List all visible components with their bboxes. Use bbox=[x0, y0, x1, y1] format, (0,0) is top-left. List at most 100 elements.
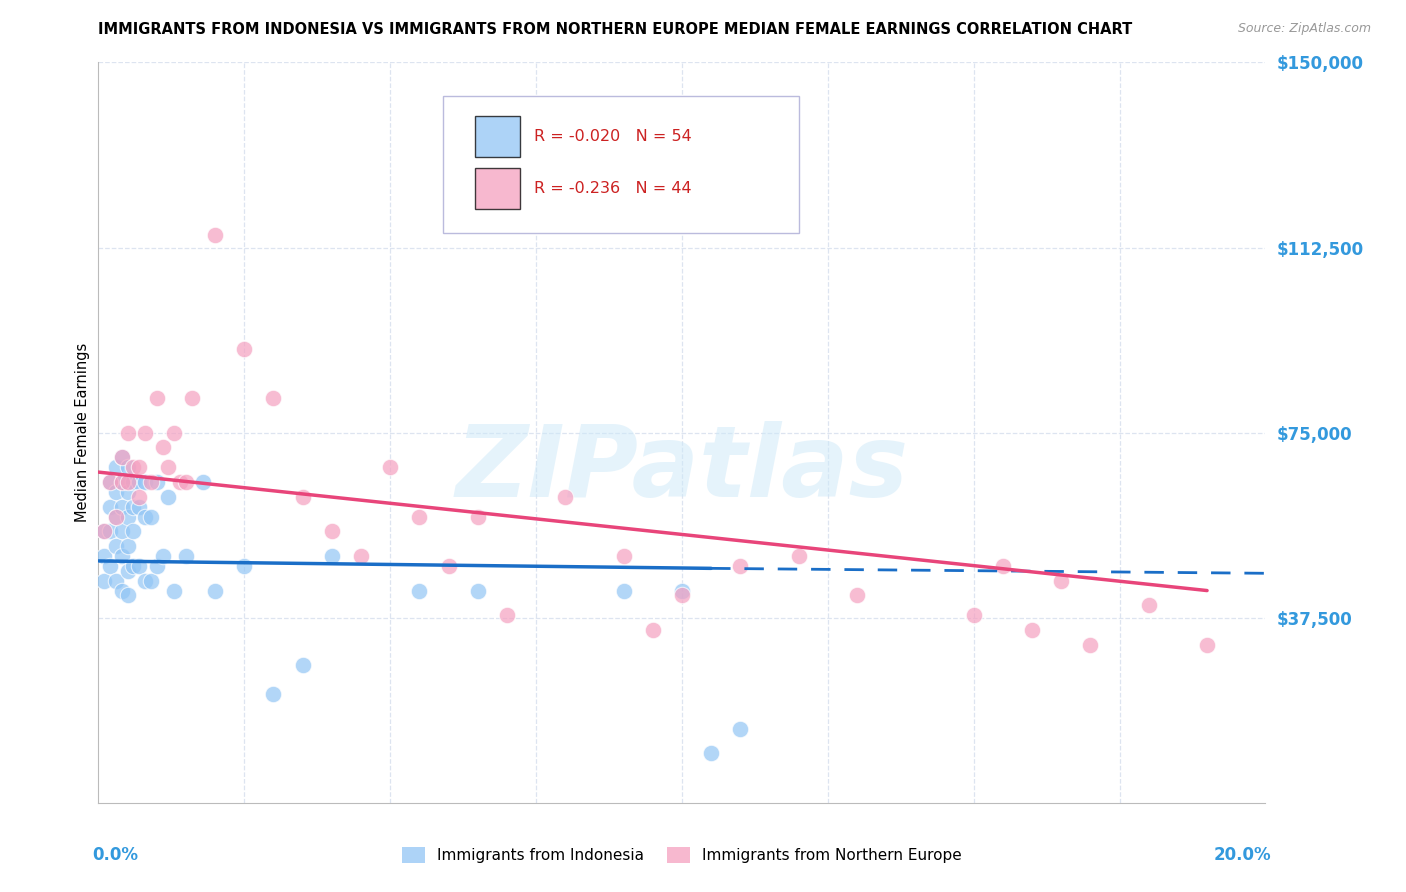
Point bbox=[408, 509, 430, 524]
Point bbox=[128, 558, 150, 573]
Point bbox=[163, 425, 186, 440]
Point bbox=[700, 747, 723, 761]
Point bbox=[262, 391, 284, 405]
Point bbox=[122, 475, 145, 489]
Point bbox=[146, 558, 169, 573]
Point bbox=[846, 589, 869, 603]
Legend: Immigrants from Indonesia, Immigrants from Northern Europe: Immigrants from Indonesia, Immigrants fr… bbox=[396, 841, 967, 869]
Point bbox=[262, 687, 284, 701]
Point bbox=[117, 475, 139, 489]
Point bbox=[93, 524, 115, 539]
Point bbox=[128, 490, 150, 504]
Point bbox=[139, 574, 162, 588]
Point bbox=[111, 549, 134, 563]
Point bbox=[98, 500, 121, 514]
Point bbox=[180, 391, 202, 405]
Point bbox=[152, 441, 174, 455]
Point bbox=[111, 475, 134, 489]
Point bbox=[104, 460, 127, 475]
Point bbox=[730, 722, 752, 736]
Point bbox=[104, 509, 127, 524]
Point bbox=[204, 228, 226, 243]
Point bbox=[612, 583, 634, 598]
Point bbox=[1050, 574, 1073, 588]
Point bbox=[104, 539, 127, 553]
Point bbox=[122, 558, 145, 573]
Point bbox=[730, 558, 752, 573]
Point bbox=[111, 450, 134, 465]
Point bbox=[134, 574, 156, 588]
Point bbox=[152, 549, 174, 563]
Point bbox=[98, 524, 121, 539]
Point bbox=[98, 475, 121, 489]
Point bbox=[641, 623, 664, 637]
Point bbox=[93, 524, 115, 539]
Point bbox=[962, 608, 984, 623]
Point bbox=[117, 484, 139, 499]
Point bbox=[671, 589, 693, 603]
Point bbox=[128, 460, 150, 475]
Point bbox=[111, 583, 134, 598]
Point bbox=[991, 558, 1014, 573]
Point bbox=[134, 475, 156, 489]
Point bbox=[146, 391, 169, 405]
Text: Source: ZipAtlas.com: Source: ZipAtlas.com bbox=[1237, 22, 1371, 36]
Point bbox=[111, 450, 134, 465]
Point bbox=[496, 608, 519, 623]
Point bbox=[233, 342, 256, 356]
Point bbox=[104, 574, 127, 588]
Point bbox=[134, 509, 156, 524]
Text: R = -0.020   N = 54: R = -0.020 N = 54 bbox=[534, 129, 692, 144]
Point bbox=[93, 549, 115, 563]
FancyBboxPatch shape bbox=[443, 95, 799, 233]
Point bbox=[163, 583, 186, 598]
Point bbox=[93, 574, 115, 588]
Point bbox=[467, 509, 489, 524]
Text: 0.0%: 0.0% bbox=[93, 846, 139, 863]
Point bbox=[291, 657, 314, 672]
Text: 20.0%: 20.0% bbox=[1213, 846, 1271, 863]
Point bbox=[671, 583, 693, 598]
Point bbox=[350, 549, 373, 563]
Point bbox=[128, 500, 150, 514]
Point bbox=[122, 500, 145, 514]
Point bbox=[321, 549, 343, 563]
Point bbox=[98, 558, 121, 573]
Point bbox=[104, 484, 127, 499]
Point bbox=[321, 524, 343, 539]
Point bbox=[467, 583, 489, 598]
Text: R = -0.236   N = 44: R = -0.236 N = 44 bbox=[534, 181, 692, 196]
Point bbox=[174, 549, 197, 563]
Point bbox=[612, 549, 634, 563]
Point bbox=[1195, 638, 1218, 652]
Point bbox=[169, 475, 191, 489]
Point bbox=[554, 490, 576, 504]
Point bbox=[117, 589, 139, 603]
Point bbox=[408, 583, 430, 598]
FancyBboxPatch shape bbox=[475, 169, 520, 209]
Point bbox=[291, 490, 314, 504]
Point bbox=[146, 475, 169, 489]
Point bbox=[104, 509, 127, 524]
Text: ZIPatlas: ZIPatlas bbox=[456, 421, 908, 518]
FancyBboxPatch shape bbox=[475, 117, 520, 157]
Point bbox=[111, 475, 134, 489]
Point bbox=[157, 490, 180, 504]
Point bbox=[122, 524, 145, 539]
Point bbox=[111, 500, 134, 514]
Point bbox=[111, 524, 134, 539]
Point bbox=[139, 475, 162, 489]
Point bbox=[437, 558, 460, 573]
Point bbox=[174, 475, 197, 489]
Point bbox=[380, 460, 402, 475]
Point bbox=[117, 564, 139, 578]
Point bbox=[204, 583, 226, 598]
Point bbox=[134, 425, 156, 440]
Point bbox=[193, 475, 215, 489]
Point bbox=[128, 475, 150, 489]
Point bbox=[787, 549, 810, 563]
Point bbox=[157, 460, 180, 475]
Point bbox=[1080, 638, 1102, 652]
Point bbox=[117, 539, 139, 553]
Point bbox=[98, 475, 121, 489]
